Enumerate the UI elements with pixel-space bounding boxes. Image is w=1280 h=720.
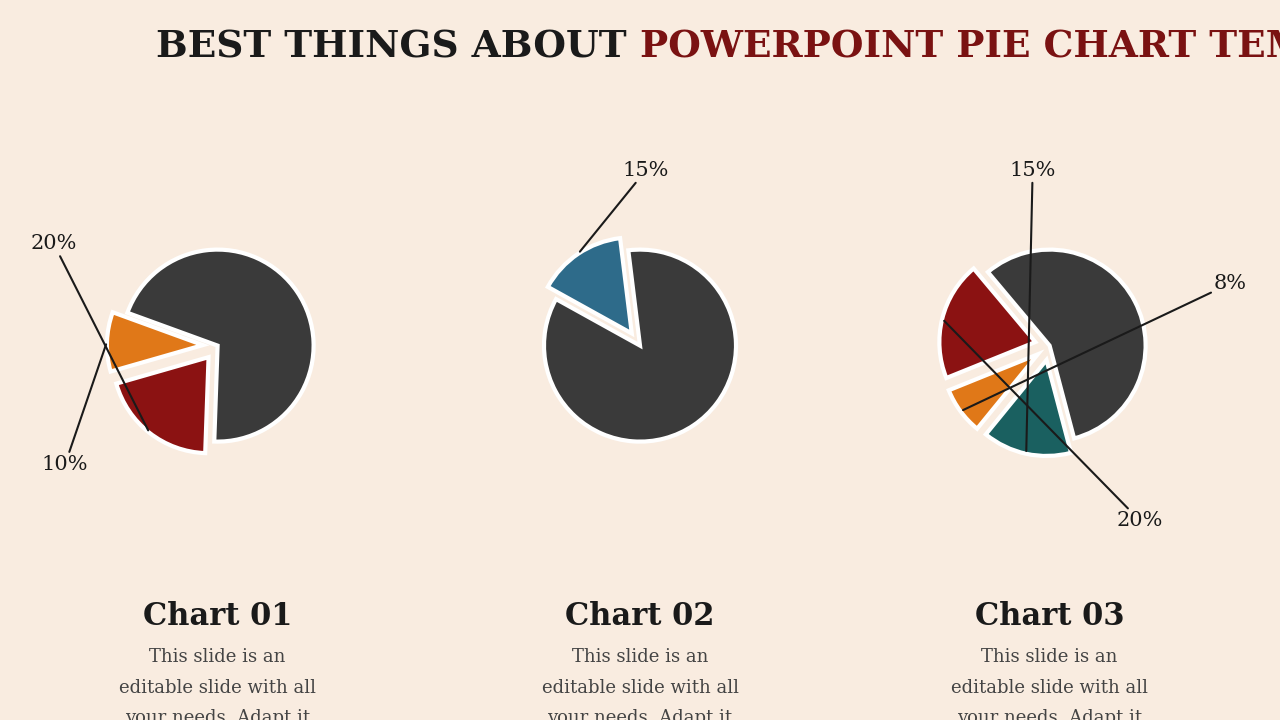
Text: POWERPOINT PIE CHART TEMPLATE: POWERPOINT PIE CHART TEMPLATE	[640, 28, 1280, 66]
Text: Chart 01: Chart 01	[143, 601, 292, 632]
Text: 20%: 20%	[945, 321, 1164, 530]
Text: Chart 02: Chart 02	[566, 601, 714, 632]
Wedge shape	[116, 357, 209, 453]
Wedge shape	[948, 354, 1038, 428]
Text: This slide is an
editable slide with all
your needs. Adapt it
with your needs: This slide is an editable slide with all…	[541, 648, 739, 720]
Text: 15%: 15%	[1010, 161, 1056, 451]
Text: BEST THINGS ABOUT: BEST THINGS ABOUT	[156, 28, 640, 66]
Text: 15%: 15%	[580, 161, 669, 252]
Text: 10%: 10%	[42, 344, 106, 474]
Wedge shape	[108, 312, 204, 372]
Wedge shape	[940, 269, 1036, 378]
Wedge shape	[986, 360, 1071, 456]
Wedge shape	[128, 250, 314, 441]
Text: 20%: 20%	[31, 235, 148, 431]
Wedge shape	[544, 250, 736, 441]
Wedge shape	[548, 238, 632, 333]
Wedge shape	[988, 250, 1146, 438]
Text: Chart 03: Chart 03	[975, 601, 1124, 632]
Text: This slide is an
editable slide with all
your needs. Adapt it
with your needs: This slide is an editable slide with all…	[951, 648, 1148, 720]
Text: This slide is an
editable slide with all
your needs. Adapt it
with your needs: This slide is an editable slide with all…	[119, 648, 316, 720]
Text: 8%: 8%	[963, 274, 1247, 410]
